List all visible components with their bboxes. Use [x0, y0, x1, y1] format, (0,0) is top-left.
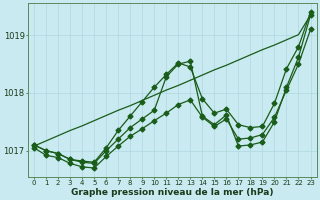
X-axis label: Graphe pression niveau de la mer (hPa): Graphe pression niveau de la mer (hPa)	[71, 188, 274, 197]
